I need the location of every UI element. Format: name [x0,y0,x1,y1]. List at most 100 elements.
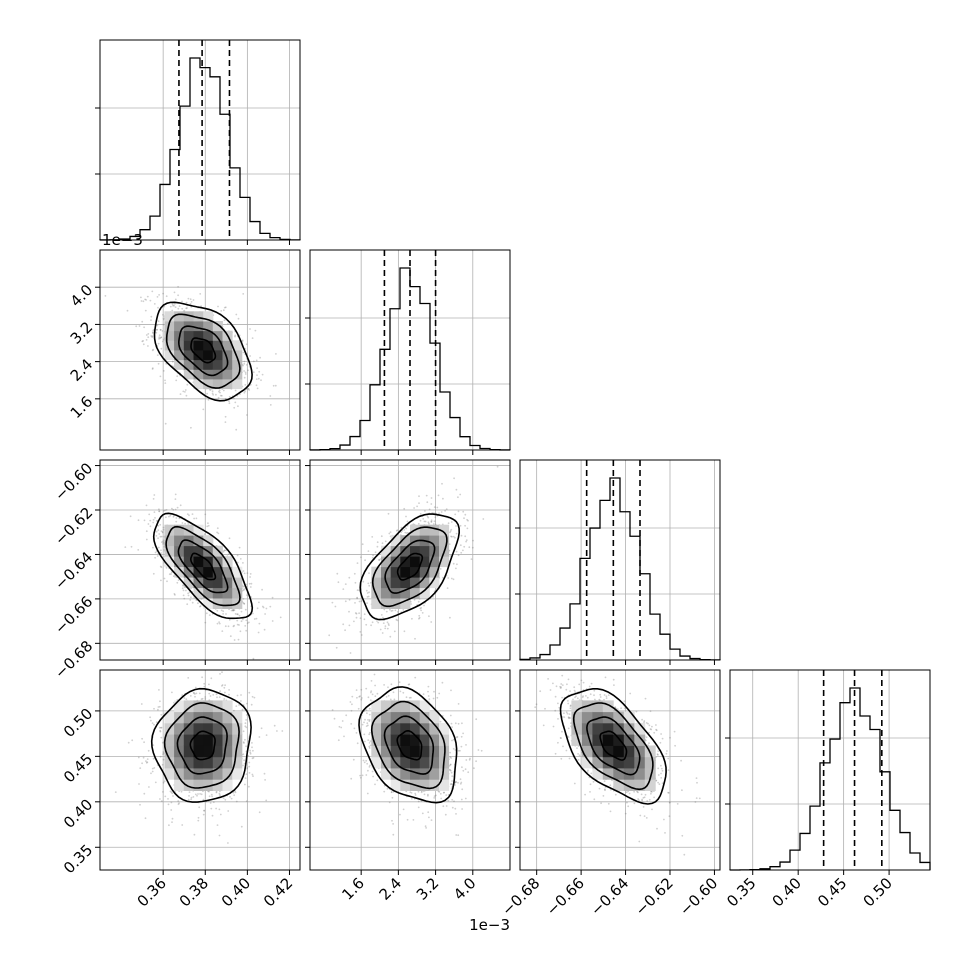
sample-point [367,550,370,552]
sample-point [187,592,190,595]
sample-point [244,625,247,627]
sample-point [149,525,152,528]
sample-point [157,524,160,527]
sample-point [249,355,252,357]
sample-point [356,562,359,564]
sample-point [159,700,161,703]
sample-point [416,505,418,508]
sample-point [211,392,214,395]
density-cell [193,330,204,341]
sample-point [465,539,468,541]
sample-point [228,537,231,540]
sample-point [433,506,436,508]
sample-point [191,601,194,604]
sample-point [382,622,385,624]
sample-point [152,757,155,760]
sample-point [455,532,458,535]
sample-point [276,730,278,732]
sample-point [154,517,156,519]
sample-point [414,637,416,640]
sample-point [174,493,177,496]
sample-point [164,509,167,512]
sample-point [380,535,383,538]
sample-point [428,698,431,700]
sample-point [354,581,357,584]
contour-2-0-3 [152,512,254,620]
sample-point [162,540,165,543]
density-cell [193,350,204,361]
sample-point [363,618,366,621]
sample-point [244,783,246,786]
sample-point [236,561,239,564]
sample-point [155,520,158,522]
sample-point [223,686,226,689]
sample-point [281,730,284,732]
sample-point [433,690,435,693]
sample-point [193,692,195,695]
contour-2-1-3 [359,513,461,621]
sample-point [263,628,266,631]
sample-point [275,353,277,355]
sample-point [358,612,360,615]
sample-point [157,306,159,309]
sample-point [449,531,451,534]
sample-point [157,342,160,345]
sample-point [126,309,129,312]
sample-point [459,782,462,785]
sample-point [219,813,222,816]
sample-point [365,623,368,626]
sample-point [334,605,337,608]
sample-point [161,330,164,332]
sample-point [455,525,457,527]
sample-point [383,608,386,611]
density-cell [429,535,440,547]
sample-point [191,513,194,515]
sample-point [234,334,237,337]
sample-point [189,599,192,601]
sample-point [363,613,366,616]
sample-point [188,514,190,517]
sample-point [222,610,225,613]
sample-point [162,752,165,755]
sample-point [251,742,253,744]
sample-point [203,809,206,812]
density-cell [232,768,243,780]
sample-point [159,730,162,733]
sample-point [149,299,152,302]
sample-point [174,508,177,511]
sample-point [160,347,163,350]
sample-point [153,494,156,496]
sample-point [227,553,230,555]
sample-point [389,531,392,533]
density-cell [183,311,194,322]
sample-point [466,527,469,530]
sample-point [238,624,240,626]
sample-point [169,790,172,793]
density-cell [164,330,175,341]
sample-point [387,623,390,625]
sample-point [256,607,259,610]
sample-point [193,833,196,836]
density-cell [203,587,214,599]
density-cell [203,577,214,589]
sample-point [424,825,427,828]
sample-point [245,583,248,586]
sample-point [177,800,180,802]
sample-point [462,732,464,735]
sample-point [151,332,154,334]
sample-point [252,371,255,374]
sample-point [237,317,240,320]
sample-point [393,630,396,633]
sample-point [405,515,407,518]
sample-point [242,570,245,572]
sample-point [151,367,154,369]
sample-point [261,588,263,591]
sample-point [430,520,433,523]
sample-point [153,767,156,769]
sample-point [219,690,222,692]
sample-point [160,713,163,716]
sample-point [251,773,254,776]
sample-point [207,399,210,401]
sample-point [405,532,408,534]
sample-point [138,325,141,327]
